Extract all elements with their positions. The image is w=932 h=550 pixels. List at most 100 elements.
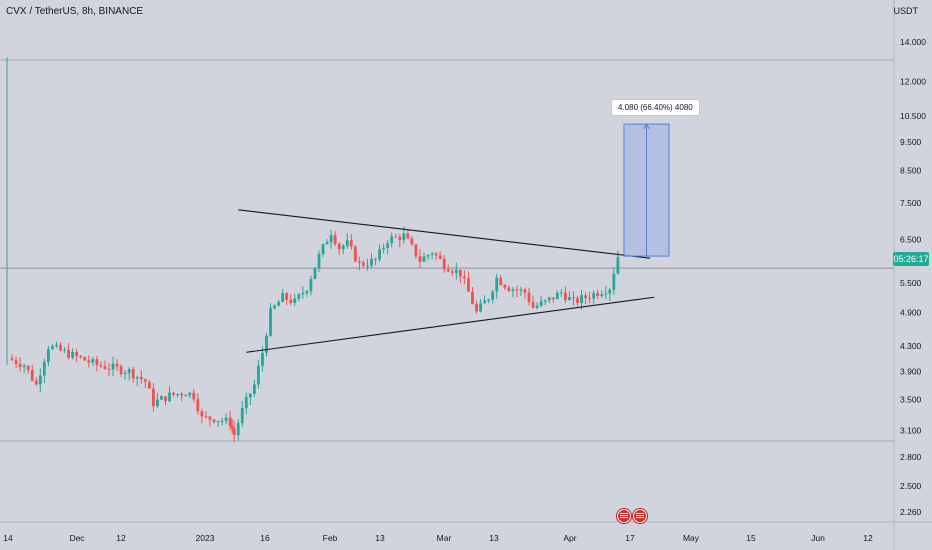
x-tick-label: Mar xyxy=(437,533,452,543)
candle-body xyxy=(115,363,119,367)
candle-body xyxy=(79,356,83,358)
us-flag-icon[interactable] xyxy=(617,509,631,523)
us-flag-icon[interactable] xyxy=(633,509,647,523)
y-tick-label: 14.000 xyxy=(900,37,926,47)
candle-body xyxy=(143,379,147,382)
measure-arrowhead xyxy=(643,123,650,130)
candle-body xyxy=(511,289,515,292)
candle-body xyxy=(309,278,313,292)
candle-body xyxy=(71,351,75,358)
candle-body xyxy=(103,366,107,369)
candle-body xyxy=(42,361,46,376)
candle-body xyxy=(107,368,111,370)
candle-body xyxy=(321,244,325,254)
candle-body xyxy=(446,269,450,272)
current-price-badge: 05:26:17 xyxy=(893,252,929,267)
candle-body xyxy=(596,293,600,297)
candle-body xyxy=(301,293,305,295)
candle-body xyxy=(230,425,234,429)
candle-body xyxy=(95,359,99,365)
candle-body xyxy=(519,289,523,291)
candle-body xyxy=(192,392,196,400)
candle-body xyxy=(212,419,216,423)
candle-body xyxy=(46,349,50,362)
candle-body xyxy=(333,235,337,245)
candle-body xyxy=(568,297,571,300)
candle-body xyxy=(257,365,260,385)
candle-body xyxy=(10,358,14,361)
candle-body xyxy=(196,399,200,412)
currency-label: USDT xyxy=(893,6,919,16)
candle-body xyxy=(176,393,180,395)
candle-body xyxy=(507,287,511,292)
candle-body xyxy=(515,289,519,291)
candle-body xyxy=(184,395,188,397)
candle-body xyxy=(325,242,329,245)
candle-body xyxy=(604,293,608,295)
candle-body xyxy=(152,388,155,407)
candle-body xyxy=(442,258,446,270)
candle-body xyxy=(467,278,470,292)
x-tick-label: 13 xyxy=(375,533,385,543)
candle-body xyxy=(398,236,402,241)
y-tick-label: 6.500 xyxy=(900,235,922,245)
candle-body xyxy=(402,233,406,241)
y-tick-label: 5.500 xyxy=(900,278,922,288)
candle-body xyxy=(224,417,228,421)
y-tick-label: 2.800 xyxy=(900,452,922,462)
trendline-upper xyxy=(238,209,651,259)
candle-body xyxy=(410,238,414,245)
candle-body xyxy=(281,293,285,302)
candle-body xyxy=(341,245,345,250)
candle-body xyxy=(329,235,333,243)
candle-body xyxy=(22,365,26,368)
symbol-header: CVX / TetherUS, 8h, BINANCE xyxy=(6,6,144,17)
trendline-lower xyxy=(246,296,655,353)
candle-body xyxy=(228,417,232,426)
candle-body xyxy=(252,384,256,394)
candle-body xyxy=(422,256,426,262)
candle-body xyxy=(378,249,381,260)
y-tick-label: 2.500 xyxy=(900,481,922,491)
candle-body xyxy=(527,292,531,302)
candle-body xyxy=(285,293,289,300)
candle-body xyxy=(374,258,377,260)
candle-body xyxy=(563,292,567,300)
candle-body xyxy=(269,308,272,336)
candle-body xyxy=(127,369,131,374)
candle-body xyxy=(83,357,87,361)
candle-body xyxy=(123,373,127,375)
candle-body xyxy=(119,366,123,375)
candle-body xyxy=(293,298,297,303)
candle-body xyxy=(156,399,159,407)
y-tick-label: 4.300 xyxy=(900,341,922,351)
candle-body xyxy=(180,393,184,396)
x-tick-label: May xyxy=(683,533,700,543)
candle-body xyxy=(394,236,398,238)
y-tick-label: 2.260 xyxy=(900,507,922,517)
candle-body xyxy=(67,349,70,358)
x-tick-label: 12 xyxy=(863,533,873,543)
candle-body xyxy=(240,407,244,424)
candle-body xyxy=(91,359,95,363)
candle-body xyxy=(382,247,386,250)
candle-body xyxy=(580,295,583,304)
candle-body xyxy=(592,293,596,299)
candle-body xyxy=(418,256,422,262)
candle-body xyxy=(390,236,394,244)
candle-body xyxy=(273,305,276,309)
y-tick-label: 4.900 xyxy=(900,308,922,318)
candle-body xyxy=(434,253,438,256)
candle-body xyxy=(131,369,135,379)
candle-body xyxy=(406,233,410,239)
y-tick-label: 10.500 xyxy=(900,111,926,121)
candle-body xyxy=(584,295,587,299)
x-tick-label: 16 xyxy=(260,533,270,543)
candle-body xyxy=(51,346,54,350)
candle-body xyxy=(289,299,293,303)
x-tick-label: 15 xyxy=(746,533,756,543)
candle-body xyxy=(313,267,317,279)
candle-body xyxy=(531,301,535,308)
